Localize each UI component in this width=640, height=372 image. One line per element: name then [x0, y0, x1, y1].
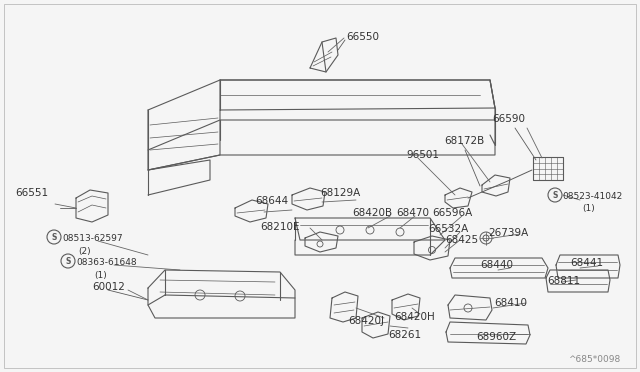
Text: (2): (2): [78, 247, 91, 256]
Text: 68261: 68261: [388, 330, 421, 340]
Text: S: S: [65, 257, 70, 266]
Text: 66596A: 66596A: [432, 208, 472, 218]
Text: 68420B: 68420B: [352, 208, 392, 218]
Text: 68425: 68425: [445, 235, 478, 245]
Text: 68470: 68470: [396, 208, 429, 218]
Text: 68440: 68440: [480, 260, 513, 270]
Text: 66551: 66551: [15, 188, 48, 198]
Text: 68410: 68410: [494, 298, 527, 308]
Text: 66590: 66590: [492, 114, 525, 124]
Text: 68441: 68441: [570, 258, 603, 268]
Circle shape: [548, 188, 562, 202]
Text: 96501: 96501: [406, 150, 439, 160]
Text: 68420H: 68420H: [394, 312, 435, 322]
Text: 68210E: 68210E: [260, 222, 300, 232]
Text: S: S: [51, 232, 57, 241]
Text: 66550: 66550: [346, 32, 379, 42]
Text: 68129A: 68129A: [320, 188, 360, 198]
Text: (1): (1): [94, 271, 107, 280]
Text: 68172B: 68172B: [444, 136, 484, 146]
Text: ^685*0098: ^685*0098: [568, 355, 620, 364]
Text: 66532A: 66532A: [428, 224, 468, 234]
Circle shape: [47, 230, 61, 244]
Text: 68811: 68811: [547, 276, 580, 286]
Text: 26739A: 26739A: [488, 228, 528, 238]
Text: 60012: 60012: [92, 282, 125, 292]
Text: 08523-41042: 08523-41042: [562, 192, 622, 201]
Text: 68420J: 68420J: [348, 316, 384, 326]
Text: 08363-61648: 08363-61648: [76, 258, 136, 267]
Circle shape: [61, 254, 75, 268]
Text: S: S: [552, 190, 557, 199]
Text: 68644: 68644: [255, 196, 288, 206]
Text: (1): (1): [582, 204, 595, 213]
Text: 68960Z: 68960Z: [476, 332, 516, 342]
Text: 08513-62597: 08513-62597: [62, 234, 123, 243]
